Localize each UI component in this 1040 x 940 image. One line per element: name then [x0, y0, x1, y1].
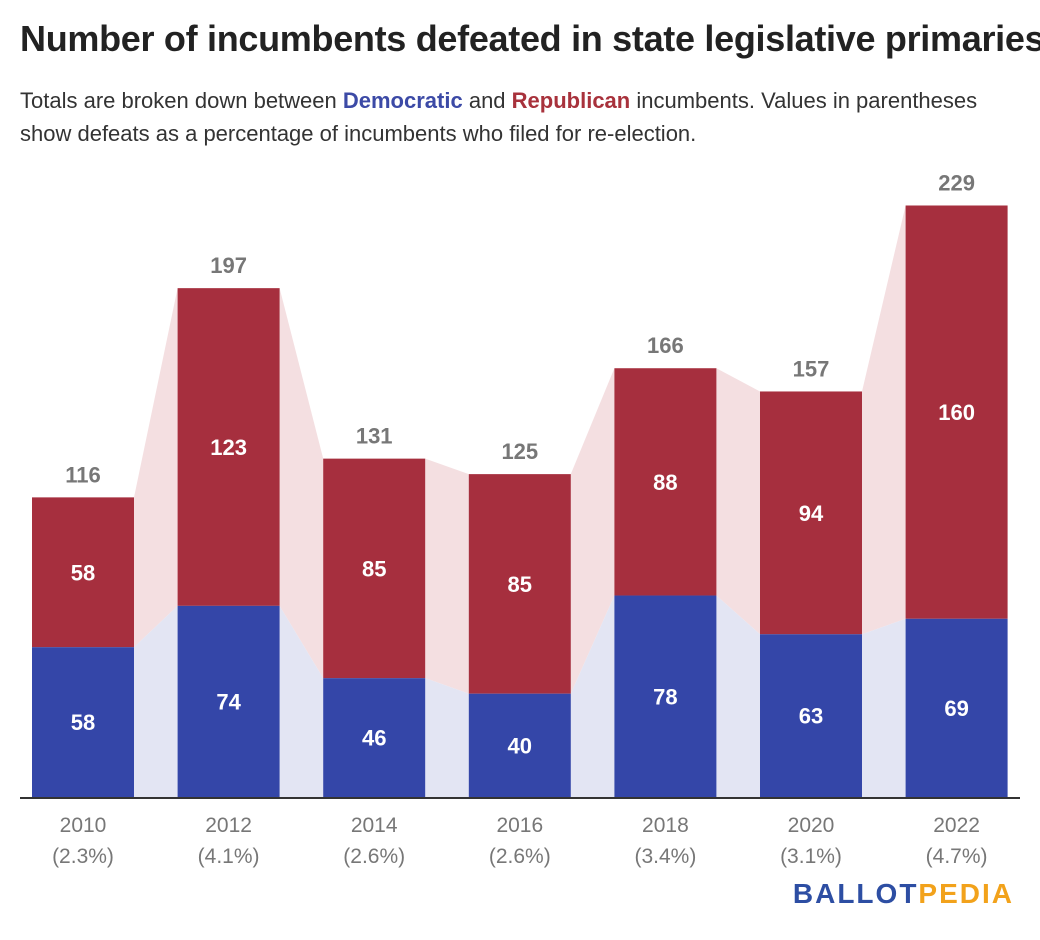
republican-value-label: 85 [362, 556, 386, 581]
x-axis-percent-label: (2.3%) [52, 845, 114, 868]
democratic-bar [905, 618, 1008, 797]
democratic-value-label: 74 [216, 689, 241, 714]
democratic-value-label: 58 [71, 710, 95, 735]
x-axis-percent-label: (3.4%) [634, 845, 696, 868]
x-axis-year-label: 2012 [205, 814, 252, 837]
total-value-label: 197 [210, 253, 247, 278]
democratic-connector-band [425, 678, 469, 797]
democratic-bar [177, 605, 280, 797]
x-axis-year-label: 2020 [788, 814, 835, 837]
republican-value-label: 85 [508, 572, 532, 597]
republican-connector-band [134, 288, 178, 648]
total-value-label: 131 [356, 424, 393, 449]
x-axis-percent-label: (4.1%) [198, 845, 260, 868]
subtitle-text-1: Totals are broken down between [20, 88, 343, 113]
democratic-connector-band [716, 595, 760, 797]
democratic-connector-band [134, 605, 178, 797]
republican-bar [177, 288, 280, 606]
democratic-bar [468, 693, 571, 797]
logo-text-ballot: BALLOT [792, 878, 919, 909]
republican-bar [614, 368, 717, 596]
subtitle-text-3: incumbents. Values in parentheses show d… [20, 88, 978, 146]
republican-bar [760, 391, 862, 635]
x-axis-year-label: 2018 [642, 814, 689, 837]
democratic-bar [760, 634, 862, 797]
republican-connector-band [425, 458, 469, 694]
republican-value-label: 88 [653, 470, 677, 495]
democratic-bar [614, 595, 717, 797]
democratic-value-label: 78 [653, 684, 677, 709]
republican-connector-band [279, 288, 324, 679]
total-value-label: 116 [65, 462, 101, 487]
democratic-connector-band [570, 595, 615, 797]
ballotpedia-logo: BALLOTPEDIA [793, 878, 1014, 910]
x-axis-percent-label: (2.6%) [489, 845, 551, 868]
democratic-value-label: 63 [799, 704, 823, 729]
chart-subtitle: Totals are broken down between Democrati… [20, 84, 1020, 150]
democratic-value-label: 46 [362, 726, 386, 751]
republican-value-label: 58 [71, 560, 95, 585]
total-value-label: 166 [647, 333, 684, 358]
chart-title: Number of incumbents defeated in state l… [20, 18, 1040, 59]
x-axis-year-label: 2016 [496, 814, 543, 837]
subtitle-republican-label: Republican [511, 88, 631, 113]
republican-bar [323, 458, 426, 679]
x-axis-year-label: 2022 [933, 814, 980, 837]
republican-connector-band [716, 368, 760, 635]
democratic-bar [323, 678, 426, 797]
democratic-connector-band [279, 605, 324, 797]
republican-value-label: 160 [938, 400, 975, 425]
republican-connector-band [862, 205, 906, 635]
total-value-label: 157 [793, 356, 830, 381]
republican-value-label: 94 [799, 501, 824, 526]
democratic-value-label: 40 [508, 733, 532, 758]
republican-bar [468, 474, 571, 694]
x-axis-percent-label: (2.6%) [343, 845, 405, 868]
republican-bar [32, 497, 134, 648]
democratic-bar [32, 647, 134, 797]
x-axis-year-label: 2014 [351, 814, 398, 837]
subtitle-text-2: and [462, 88, 512, 113]
total-value-label: 229 [938, 170, 975, 195]
x-axis-percent-label: (3.1%) [780, 845, 842, 868]
democratic-connector-band [862, 618, 906, 797]
total-value-label: 125 [501, 439, 538, 464]
republican-bar [905, 205, 1008, 619]
subtitle-democratic-label: Democratic [342, 88, 463, 113]
republican-value-label: 123 [210, 435, 247, 460]
x-axis-year-label: 2010 [60, 814, 107, 837]
logo-text-pedia: PEDIA [918, 878, 1014, 909]
democratic-value-label: 69 [944, 696, 968, 721]
republican-connector-band [570, 368, 615, 694]
x-axis-percent-label: (4.7%) [926, 845, 988, 868]
